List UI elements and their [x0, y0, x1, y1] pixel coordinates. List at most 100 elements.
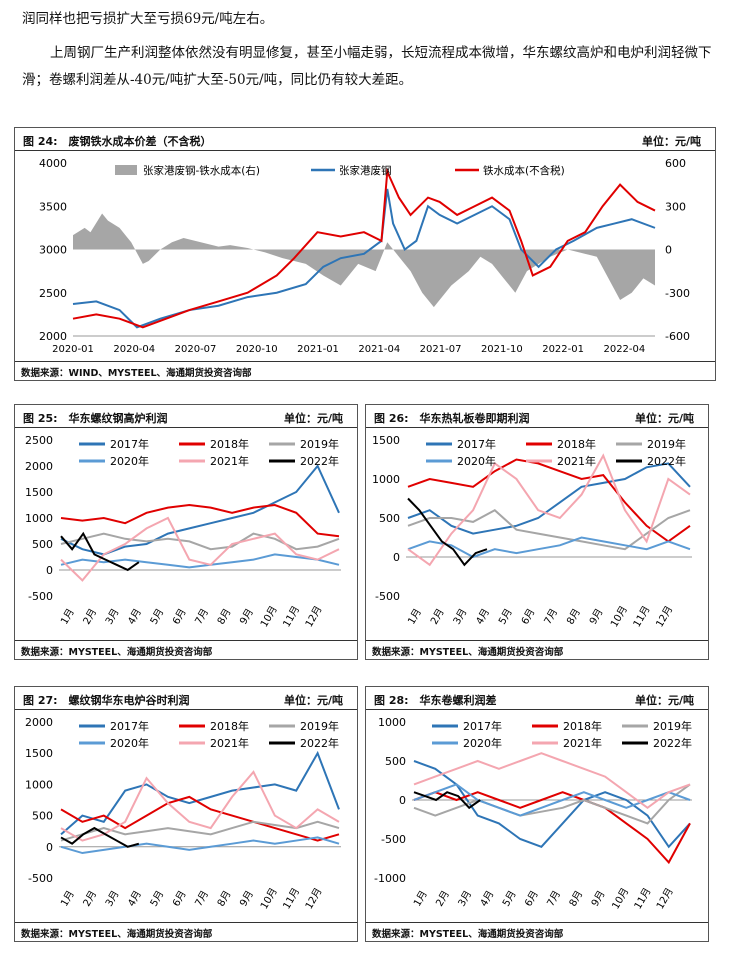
x-tick-label: 2020-07 — [175, 344, 217, 355]
series-line-2 — [72, 167, 656, 329]
series-line-3 — [413, 783, 691, 817]
series-line-5 — [407, 497, 488, 567]
legend-label: 2018年 — [210, 719, 249, 733]
figure-24-unit: 单位：元/吨 — [641, 135, 701, 148]
x-tick-label: 3月 — [103, 888, 122, 908]
y-tick-label: 2000 — [25, 460, 53, 473]
x-tick-label: 1月 — [58, 606, 77, 626]
x-tick-label: 2月 — [81, 888, 100, 908]
legend-label: 2021年 — [210, 736, 249, 750]
legend-label: 2022年 — [653, 736, 692, 750]
legend-label: 2019年 — [653, 719, 692, 733]
x-tick-label: 12月 — [654, 886, 676, 912]
series-line-1 — [60, 795, 340, 842]
figure-24-title: 图 24: 废钢铁水成本价差（不含税） — [23, 135, 212, 148]
y-tick-label: 0 — [399, 794, 406, 807]
x-tick-label: 4月 — [125, 606, 144, 626]
figure-25-source: 数据来源：MYSTEEL、海通期货投资咨询部 — [21, 647, 213, 658]
y-tick-label: -500 — [28, 872, 53, 885]
legend-label: 2020年 — [457, 454, 496, 468]
y-tick-label: -1000 — [374, 872, 406, 885]
x-tick-label: 5月 — [148, 888, 167, 908]
series-line-0 — [407, 462, 691, 535]
legend-label: 2022年 — [647, 454, 686, 468]
legend-label: 2021年 — [563, 736, 602, 750]
x-tick-label: 6月 — [170, 606, 189, 626]
x-tick-label: 10月 — [258, 886, 280, 912]
y-left-tick-label: 2000 — [39, 330, 67, 343]
y-tick-label: 0 — [46, 841, 53, 854]
legend-label: 2020年 — [110, 454, 149, 468]
x-tick-label: 9月 — [237, 888, 256, 908]
figure-27-chart: -500 0 500 1000 1500 2000 1月 2月 3月 4月 5月 6月 7月 8月 9月 10… — [25, 716, 341, 912]
series-line-1 — [413, 791, 691, 865]
figure-26: 图 26: 华东热轧板卷即期利润 单位：元/吨 -500 0 500 1000 1500 1… — [365, 404, 709, 660]
x-tick-label: 2021-01 — [297, 344, 339, 355]
x-tick-label: 2021-07 — [420, 344, 462, 355]
y-right-tick-label: -600 — [665, 330, 690, 343]
figure-25-chart: -500 0 500 1000 1500 2000 2500 1月 2月 3月 4月 5月 6月 7月 8月… — [25, 434, 341, 630]
y-tick-label: 1500 — [372, 434, 400, 447]
figure-27-unit: 单位：元/吨 — [283, 694, 343, 707]
x-tick-label: 5月 — [496, 606, 515, 626]
x-tick-label: 5月 — [148, 606, 167, 626]
x-tick-label: 7月 — [545, 888, 564, 908]
series-line-2 — [407, 508, 691, 551]
series-line-3 — [407, 536, 691, 559]
y-tick-label: 1000 — [378, 716, 406, 729]
y-tick-label: 1000 — [372, 473, 400, 486]
x-tick-label: 8月 — [215, 606, 234, 626]
x-tick-label: 2020-01 — [52, 344, 94, 355]
x-tick-label: 2020-04 — [113, 344, 155, 355]
series-line-5 — [413, 791, 481, 810]
x-tick-label: 2月 — [428, 606, 447, 626]
x-tick-label: 7月 — [193, 606, 212, 626]
y-left-tick-label: 2500 — [39, 287, 67, 300]
figure-27-title: 图 27: 螺纹钢华东电炉谷时利润 — [23, 694, 190, 707]
figure-25: 图 25: 华东螺纹钢高炉利润 单位：元/吨 -500 0 500 1000 1500 20… — [14, 404, 358, 660]
y-tick-label: -500 — [28, 590, 53, 603]
figure-27: 图 27: 螺纹钢华东电炉谷时利润 单位：元/吨 -500 0 500 1000 1500… — [14, 686, 358, 942]
figure-26-title: 图 26: 华东热轧板卷即期利润 — [374, 412, 530, 425]
x-tick-label: 11月 — [281, 604, 303, 630]
x-tick-label: 1月 — [411, 888, 430, 908]
series-line-0 — [60, 464, 340, 556]
paragraph-1: 润同样也把亏损扩大至亏损69元/吨左右。 — [22, 11, 274, 27]
y-left-tick-label: 4000 — [39, 157, 67, 170]
legend-label: 铁水成本(不含税) — [483, 164, 565, 177]
series-line-2 — [60, 820, 340, 842]
legend-label: 2022年 — [300, 736, 339, 750]
figure-24-chart: 2000 2500 3000 3500 4000 -600 -300 0 300 600 2020-… — [39, 157, 690, 355]
legend-label: 2018年 — [210, 437, 249, 451]
legend-label: 2017年 — [463, 719, 502, 733]
legend-label: 2017年 — [457, 437, 496, 451]
series-line-3 — [60, 836, 340, 855]
x-tick-label: 11月 — [631, 604, 653, 630]
x-tick-label: 10月 — [258, 604, 280, 630]
legend-label: 2021年 — [557, 454, 596, 468]
x-tick-label: 11月 — [281, 886, 303, 912]
legend-label: 2020年 — [110, 736, 149, 750]
y-tick-label: 1000 — [25, 512, 53, 525]
x-tick-label: 10月 — [608, 604, 630, 630]
x-tick-label: 1月 — [405, 606, 424, 626]
legend-swatch — [115, 165, 137, 175]
figure-25-unit: 单位：元/吨 — [283, 412, 343, 425]
y-right-tick-label: -300 — [665, 287, 690, 300]
y-tick-label: 2000 — [25, 716, 53, 729]
y-tick-label: -500 — [375, 590, 400, 603]
y-tick-label: 1500 — [25, 747, 53, 760]
x-tick-label: 6月 — [519, 606, 538, 626]
x-tick-label: 2022-01 — [542, 344, 584, 355]
series-line-4 — [60, 516, 340, 582]
y-tick-label: 500 — [385, 755, 406, 768]
figure-24-source: 数据来源：WIND、MYSTEEL、海通期货投资咨询部 — [21, 368, 252, 379]
x-tick-label: 8月 — [567, 888, 586, 908]
figure-26-chart: -500 0 500 1000 1500 1月 2月 3月 4月 5月 6月 7月 8月 9月 10月 11月… — [372, 434, 692, 630]
legend-label: 2019年 — [300, 437, 339, 451]
y-right-tick-label: 600 — [665, 157, 686, 170]
legend-label: 张家港废钢-铁水成本(右) — [143, 164, 260, 177]
figure-26-unit: 单位：元/吨 — [634, 412, 694, 425]
x-tick-label: 4月 — [478, 888, 497, 908]
x-tick-label: 7月 — [542, 606, 561, 626]
